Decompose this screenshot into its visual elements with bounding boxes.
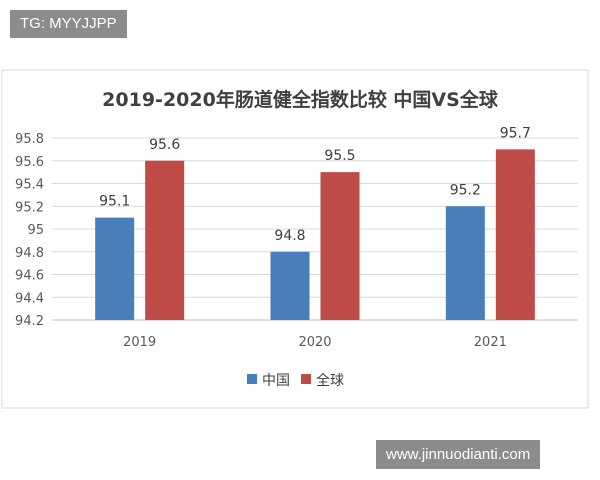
y-tick-label: 95.6 xyxy=(15,155,44,170)
bars xyxy=(95,149,535,320)
data-label: 95.7 xyxy=(500,125,531,141)
y-tick-label: 95.2 xyxy=(15,200,44,215)
bar xyxy=(320,172,360,320)
data-label: 94.8 xyxy=(274,228,305,244)
bar xyxy=(445,206,485,320)
legend-swatch xyxy=(247,374,257,384)
data-label: 95.2 xyxy=(450,182,481,198)
data-label: 95.6 xyxy=(149,137,180,153)
x-tick-label: 2020 xyxy=(298,335,331,350)
x-tick-label: 2019 xyxy=(123,335,156,350)
watermark-bottom: www.jinnuodianti.com xyxy=(376,440,541,469)
gridlines xyxy=(52,137,578,321)
y-axis: 94.2 94.4 94.6 94.8 95 95.2 95.4 95.6 95.8 xyxy=(15,132,44,329)
data-labels: 95.1 95.6 94.8 95.5 95.2 95.7 xyxy=(99,125,531,243)
y-tick-label: 94.2 xyxy=(15,314,44,329)
chart-title: 2019-2020年肠道健全指数比较 中国VS全球 xyxy=(102,88,499,111)
legend-swatch xyxy=(301,374,311,384)
legend-label: 中国 xyxy=(262,373,290,389)
y-tick-label: 94.4 xyxy=(15,291,44,306)
data-label: 95.5 xyxy=(324,148,355,164)
x-axis: 2019 2020 2021 xyxy=(123,335,507,350)
bar xyxy=(495,149,535,320)
y-tick-label: 95.8 xyxy=(15,132,44,147)
legend-label: 全球 xyxy=(316,372,344,389)
bar xyxy=(145,160,185,320)
y-tick-label: 95.4 xyxy=(15,178,44,193)
data-label: 95.1 xyxy=(99,194,130,210)
y-tick-label: 94.8 xyxy=(15,246,44,261)
watermark-top: TG: MYYJJPP xyxy=(10,10,127,38)
legend: 中国 全球 xyxy=(247,372,344,389)
y-tick-label: 95 xyxy=(27,223,44,238)
x-tick-label: 2021 xyxy=(474,335,507,350)
y-tick-label: 94.6 xyxy=(15,269,44,284)
bar xyxy=(95,217,135,320)
bar xyxy=(270,251,310,320)
